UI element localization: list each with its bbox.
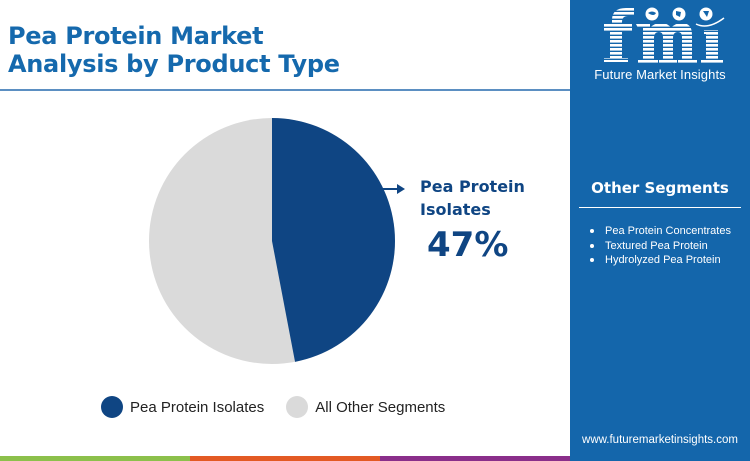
legend-item-pea-protein-isolates: Pea Protein Isolates [101,396,264,418]
bullet-icon [590,243,594,248]
legend-label: All Other Segments [315,398,446,416]
legend-swatch-icon [101,396,123,418]
bullet-icon [590,258,594,263]
list-item-label: Textured Pea Protein [605,239,708,252]
list-item: Textured Pea Protein [590,239,731,254]
website-link[interactable]: www.futuremarketinsights.com [582,434,738,446]
callout-label: Pea Protein Isolates [420,177,525,219]
other-segments-title: Other Segments [591,179,729,197]
list-item-label: Hydrolyzed Pea Protein [605,254,721,266]
pie-slice-pea-protein-isolates [272,118,395,362]
other-segments-divider [579,207,741,208]
legend-swatch-icon [286,396,309,418]
logo-subtitle: Future Market Insights [594,67,726,82]
other-segments-list: Pea Protein Concentrates Textured Pea Pr… [590,224,731,268]
sidebar: Future Market Insights Other Segments Pe… [570,0,750,461]
callout-arrow-icon [382,184,405,194]
title-divider [0,89,570,91]
list-item: Pea Protein Concentrates [590,224,731,239]
bullet-icon [590,229,594,234]
legend-label: Pea Protein Isolates [130,398,265,416]
footer-color-bar [0,456,570,461]
footer-bar-orange [190,456,380,461]
callout-value: 47% [427,225,509,265]
legend-item-all-other-segments: All Other Segments [286,396,445,418]
title-line-2: Analysis by Product Type [8,50,340,78]
list-item-label: Pea Protein Concentrates [605,225,731,237]
chart-legend: Pea Protein Isolates All Other Segments [101,396,467,418]
list-item: Hydrolyzed Pea Protein [590,253,731,268]
callout: Pea Protein Isolates 47% [420,175,560,265]
page-title: Pea Protein Market Analysis by Product T… [8,22,340,78]
footer-bar-purple [380,456,570,461]
title-line-1: Pea Protein Market [8,22,264,50]
fmi-logo-icon [604,7,725,64]
footer-bar-green [0,456,190,461]
pie-chart [149,118,405,364]
